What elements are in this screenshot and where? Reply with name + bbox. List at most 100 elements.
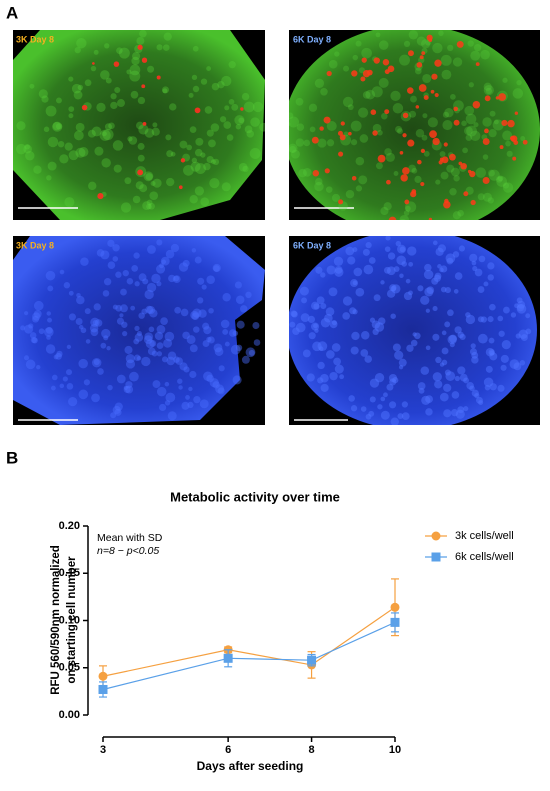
legend-label: 3k cells/well bbox=[455, 530, 514, 542]
cell bbox=[167, 411, 177, 421]
cell bbox=[183, 366, 190, 373]
cell bbox=[460, 162, 467, 170]
cell bbox=[380, 280, 385, 285]
cell bbox=[315, 266, 323, 274]
cell bbox=[201, 284, 207, 290]
cell bbox=[228, 98, 235, 105]
cell bbox=[80, 327, 87, 334]
x-tick-label: 3 bbox=[100, 744, 106, 756]
cell bbox=[317, 377, 324, 384]
cell bbox=[314, 181, 324, 192]
cell bbox=[289, 321, 296, 328]
cell bbox=[439, 151, 446, 158]
cell bbox=[438, 30, 444, 36]
cell bbox=[97, 193, 104, 200]
cell bbox=[220, 319, 230, 329]
cell bbox=[84, 79, 92, 87]
cell bbox=[222, 293, 231, 302]
cell bbox=[440, 54, 452, 66]
cell bbox=[441, 347, 449, 355]
cell bbox=[392, 343, 401, 352]
cell bbox=[505, 140, 511, 147]
cell bbox=[75, 147, 86, 158]
cell bbox=[402, 133, 407, 138]
cell bbox=[25, 359, 36, 370]
cell bbox=[474, 393, 480, 399]
cell bbox=[119, 304, 128, 313]
cell bbox=[351, 70, 358, 77]
cell bbox=[248, 349, 255, 356]
cell bbox=[107, 384, 113, 391]
cell bbox=[343, 131, 349, 137]
cell bbox=[33, 165, 42, 174]
cell bbox=[182, 259, 190, 267]
cell bbox=[209, 178, 220, 189]
cell bbox=[16, 121, 26, 131]
cell bbox=[125, 381, 133, 389]
cell bbox=[489, 110, 496, 117]
cell bbox=[487, 197, 495, 204]
cell bbox=[191, 248, 197, 253]
cell bbox=[310, 322, 320, 331]
cell bbox=[129, 70, 141, 82]
cell bbox=[149, 309, 158, 318]
cell bbox=[192, 308, 202, 318]
cell bbox=[421, 51, 426, 56]
cell bbox=[65, 369, 73, 376]
cell bbox=[342, 96, 354, 108]
cell bbox=[172, 275, 181, 284]
cell bbox=[174, 306, 182, 314]
cell bbox=[189, 344, 198, 353]
y-tick-label: 0.20 bbox=[59, 520, 80, 532]
cell bbox=[498, 93, 507, 101]
cell bbox=[238, 117, 245, 124]
cell bbox=[507, 119, 515, 128]
cell bbox=[437, 264, 442, 269]
cell bbox=[51, 374, 58, 381]
cell bbox=[24, 324, 34, 334]
cell bbox=[430, 89, 435, 94]
cell bbox=[493, 119, 499, 125]
cell bbox=[235, 295, 245, 305]
cell bbox=[147, 65, 155, 73]
cell bbox=[122, 269, 129, 277]
cell bbox=[316, 296, 325, 305]
cell bbox=[145, 305, 154, 314]
cell bbox=[147, 347, 156, 356]
x-tick-label: 8 bbox=[309, 744, 315, 756]
cell bbox=[173, 356, 180, 363]
cell bbox=[133, 338, 140, 345]
cell bbox=[141, 308, 148, 315]
cell bbox=[355, 185, 363, 192]
cell bbox=[112, 304, 118, 310]
cell bbox=[469, 253, 478, 262]
cell bbox=[483, 281, 489, 287]
cell bbox=[512, 88, 524, 99]
cell bbox=[500, 364, 507, 371]
cell bbox=[28, 323, 34, 329]
cell bbox=[23, 355, 30, 361]
cell bbox=[295, 322, 306, 333]
cell bbox=[231, 103, 239, 111]
cell bbox=[156, 239, 163, 246]
cell bbox=[125, 354, 135, 364]
cell bbox=[199, 399, 209, 409]
cell bbox=[189, 370, 197, 379]
cell bbox=[471, 351, 479, 359]
cell bbox=[401, 401, 409, 408]
cell bbox=[130, 90, 139, 99]
cell bbox=[90, 317, 100, 327]
cell bbox=[340, 121, 345, 126]
cell bbox=[52, 122, 61, 131]
cell bbox=[328, 59, 338, 69]
cell bbox=[103, 278, 112, 286]
cell bbox=[204, 106, 213, 114]
cell bbox=[465, 134, 473, 141]
cell bbox=[522, 139, 528, 145]
cell bbox=[348, 395, 355, 402]
cell bbox=[345, 246, 355, 256]
cell bbox=[213, 265, 220, 272]
image-label: 6K Day 8 bbox=[293, 240, 331, 250]
cell bbox=[206, 374, 214, 383]
cell bbox=[473, 122, 479, 128]
